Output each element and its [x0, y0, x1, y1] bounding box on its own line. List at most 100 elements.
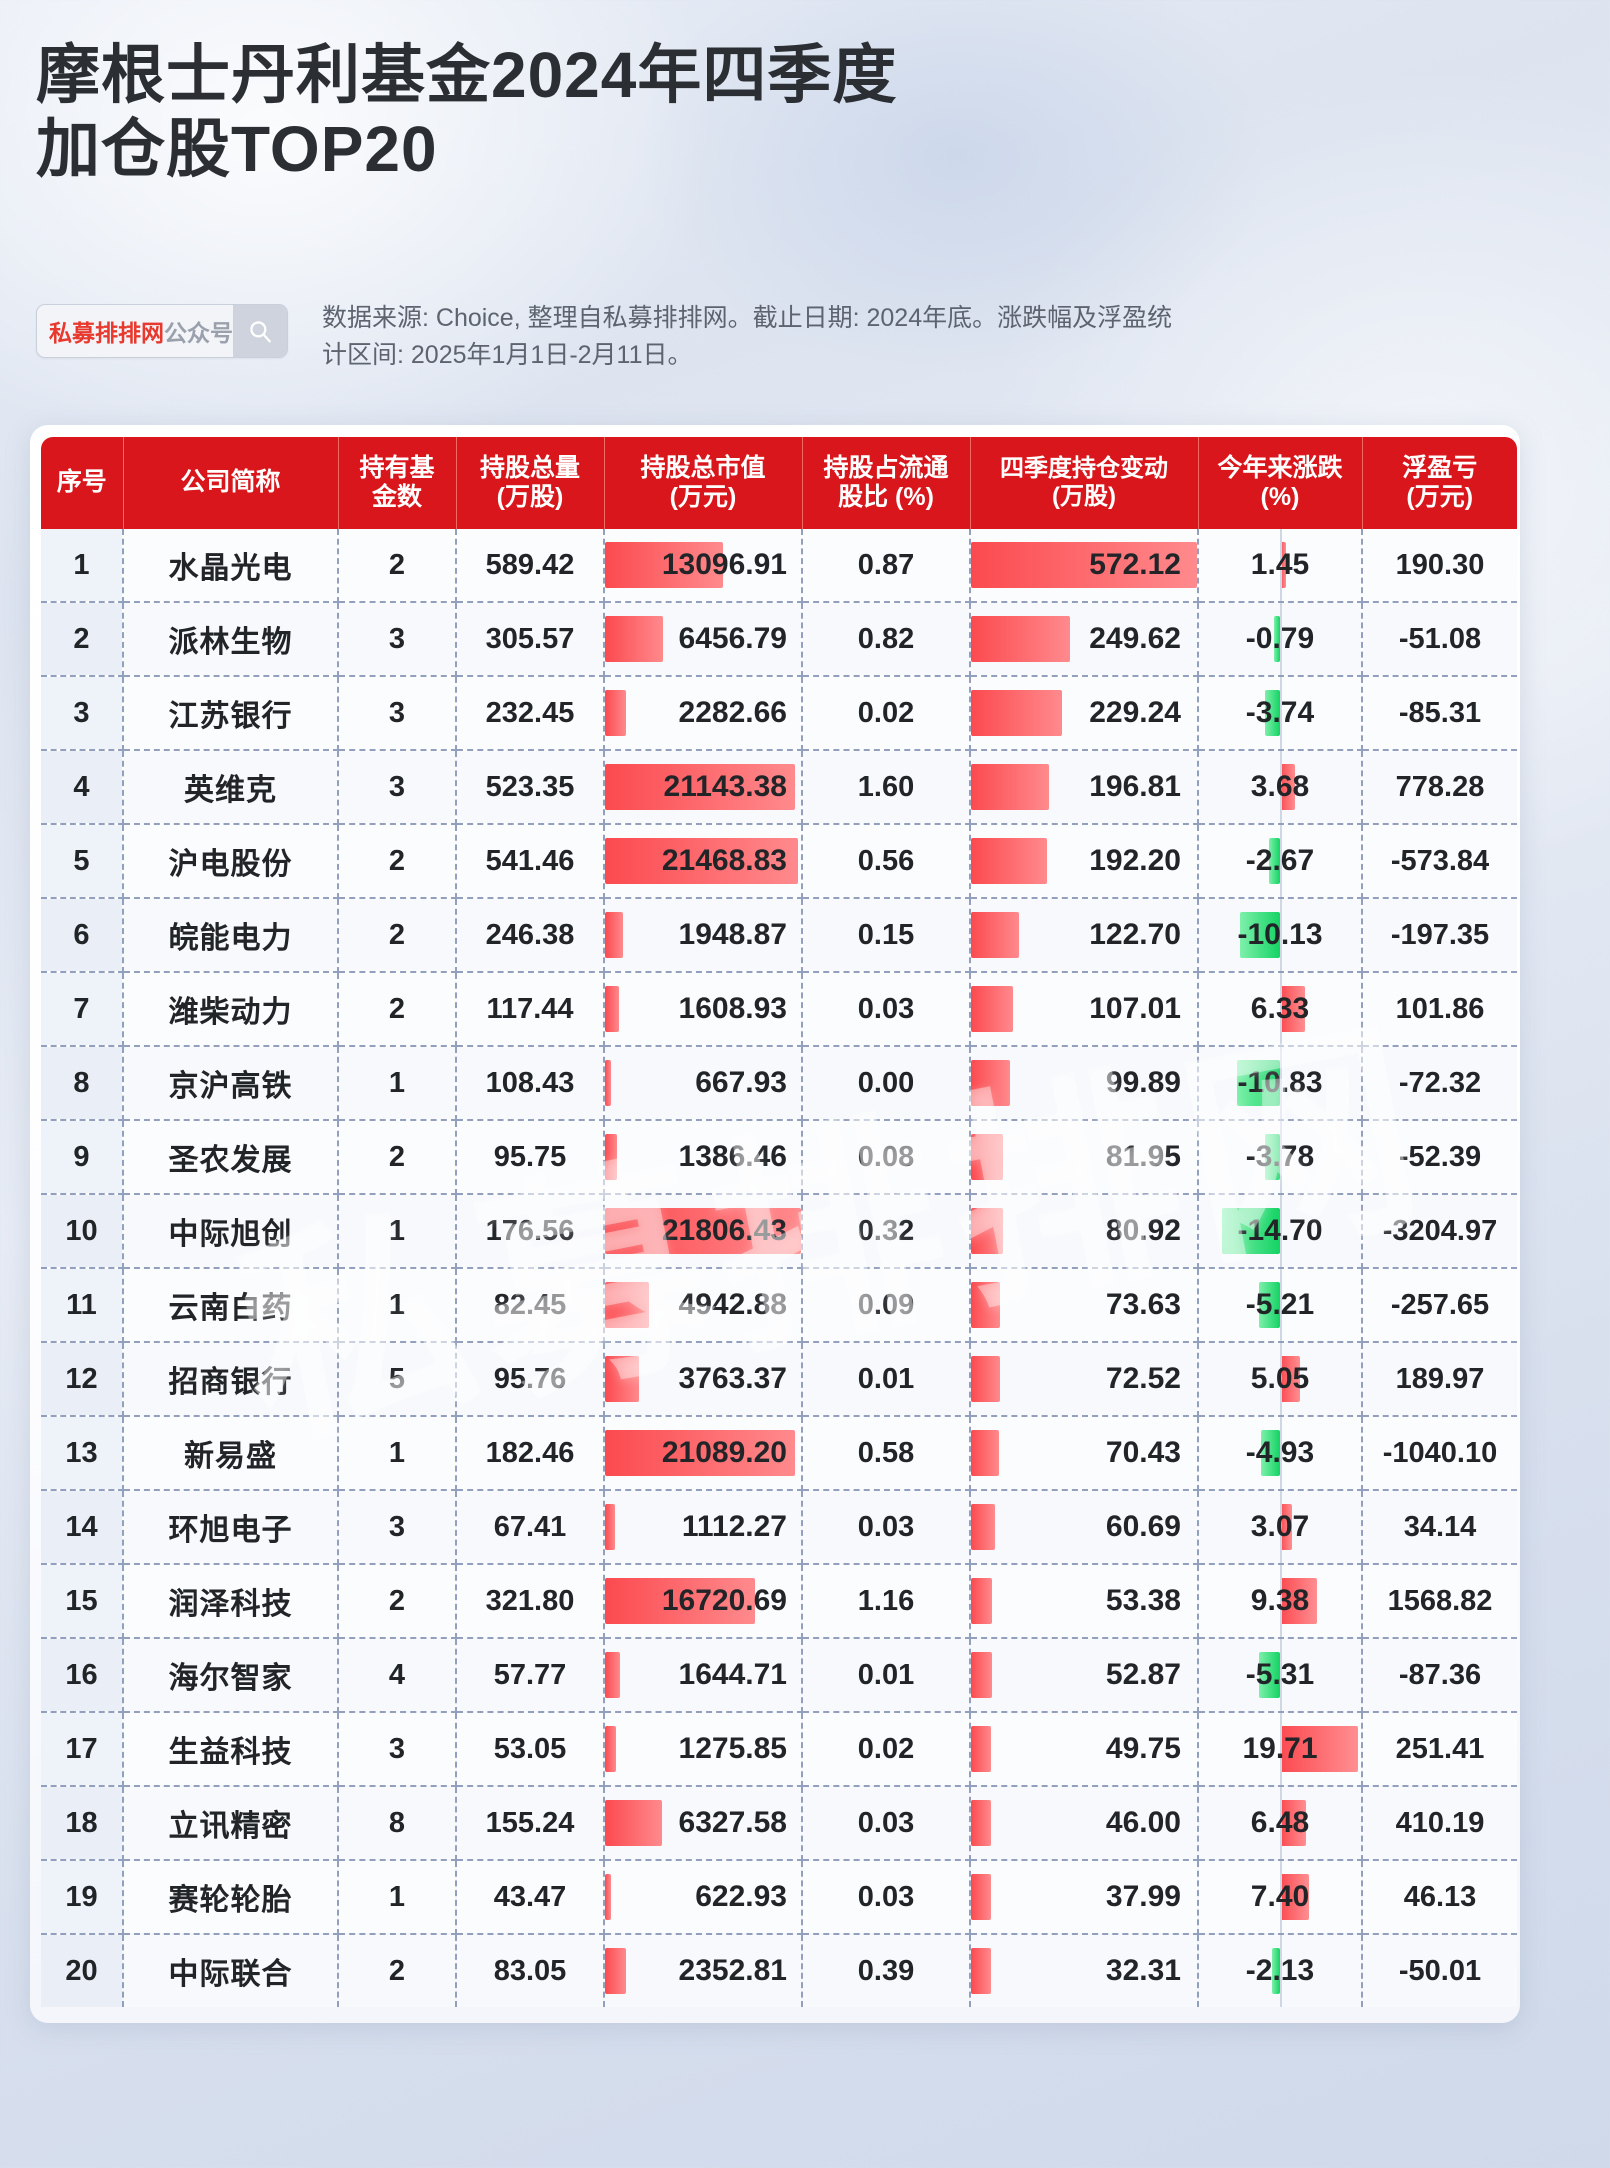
market-value-text: 21089.20 [661, 1436, 787, 1469]
cell-fund-count: 3 [338, 1490, 457, 1565]
table-row[interactable]: 2 派林生物 3 305.57 6456.79 0.82 249.62 -0.79 -51.08 [41, 602, 1517, 677]
ytd-change-bar [1259, 1652, 1280, 1698]
table-row[interactable]: 8 京沪高铁 1 108.43 667.93 0.00 99.89 -10.83 -72.32 [41, 1046, 1517, 1121]
zero-axis-line [1280, 1565, 1282, 1637]
ytd-change-bar [1280, 1874, 1310, 1920]
q4-change-text: 99.89 [1105, 1066, 1181, 1099]
cell-float-pct: 0.87 [802, 529, 971, 603]
column-header-ytd_pct[interactable]: 今年来涨跌 (%) [1198, 437, 1363, 529]
cell-float-pct: 0.09 [802, 1268, 971, 1343]
table-row[interactable]: 7 潍柴动力 2 117.44 1608.93 0.03 107.01 6.33 101.86 [41, 972, 1517, 1047]
ytd-change-bar [1280, 1578, 1317, 1624]
table-row[interactable]: 15 润泽科技 2 321.80 16720.69 1.16 53.38 9.38 1568.8… [41, 1564, 1517, 1639]
q4-change-bar [971, 1430, 999, 1476]
table-row[interactable]: 5 沪电股份 2 541.46 21468.83 0.56 192.20 -2.67 -573.… [41, 824, 1517, 899]
market-value-bar [605, 542, 723, 588]
q4-change-bar [971, 838, 1047, 884]
table-row[interactable]: 12 招商银行 5 95.76 3763.37 0.01 72.52 5.05 189.97 [41, 1342, 1517, 1417]
ytd-change-bar [1274, 616, 1280, 662]
column-header-market_value[interactable]: 持股总市值 (万元) [604, 437, 803, 529]
q4-change-bar [971, 1578, 993, 1624]
cell-company-name: 水晶光电 [123, 529, 339, 603]
market-value-bar [605, 1356, 639, 1402]
market-value-bar [605, 1504, 615, 1550]
zero-axis-line [1280, 1417, 1282, 1489]
column-header-shares[interactable]: 持股总量 (万股) [456, 437, 605, 529]
market-value-bar [605, 1874, 611, 1920]
zero-axis-line [1280, 1491, 1282, 1563]
cell-ytd-change-pct: 3.07 [1198, 1490, 1363, 1565]
table-row[interactable]: 17 生益科技 3 53.05 1275.85 0.02 49.75 19.71 251.41 [41, 1712, 1517, 1787]
table-row[interactable]: 14 环旭电子 3 67.41 1112.27 0.03 60.69 3.07 34.14 [41, 1490, 1517, 1565]
ytd-change-bar [1280, 986, 1305, 1032]
cell-company-name: 海尔智家 [123, 1638, 339, 1713]
market-value-text: 16720.69 [661, 1584, 787, 1617]
cell-total-shares: 117.44 [456, 972, 605, 1047]
column-header-line: 持股占流通 [823, 453, 949, 482]
cell-floating-pnl: 101.86 [1362, 972, 1517, 1047]
search-icon[interactable] [233, 305, 287, 357]
cell-floating-pnl: 410.19 [1362, 1786, 1517, 1861]
zero-axis-line [1280, 1121, 1282, 1193]
column-header-q4_change[interactable]: 四季度持仓变动 (万股) [970, 437, 1199, 529]
cell-market-value: 6327.58 [604, 1786, 803, 1861]
cell-float-pct: 0.58 [802, 1416, 971, 1491]
q4-change-bar [971, 1800, 992, 1846]
column-header-name[interactable]: 公司简称 [123, 437, 339, 529]
market-value-bar [605, 1208, 801, 1254]
market-value-text: 6456.79 [678, 622, 787, 655]
table-row[interactable]: 16 海尔智家 4 57.77 1644.71 0.01 52.87 -5.31 -87.36 [41, 1638, 1517, 1713]
cell-market-value: 667.93 [604, 1046, 803, 1121]
cell-ytd-change-pct: 3.68 [1198, 750, 1363, 825]
brand-logo-pill[interactable]: 私募排排网 公众号 [36, 304, 288, 358]
zero-axis-line [1280, 1343, 1282, 1415]
q4-change-bar [971, 1948, 992, 1994]
cell-fund-count: 5 [338, 1342, 457, 1417]
zero-axis-line [1280, 751, 1282, 823]
cell-fund-count: 1 [338, 1860, 457, 1935]
cell-market-value: 6456.79 [604, 602, 803, 677]
table-row[interactable]: 18 立讯精密 8 155.24 6327.58 0.03 46.00 6.48 410.19 [41, 1786, 1517, 1861]
q4-change-text: 52.87 [1105, 1658, 1181, 1691]
table-row[interactable]: 20 中际联合 2 83.05 2352.81 0.39 32.31 -2.13 -50.01 [41, 1934, 1517, 2007]
cell-market-value: 622.93 [604, 1860, 803, 1935]
cell-ytd-change-pct: 19.71 [1198, 1712, 1363, 1787]
ytd-change-bar [1222, 1208, 1280, 1254]
cell-ytd-change-pct: 6.48 [1198, 1786, 1363, 1861]
table-row[interactable]: 9 圣农发展 2 95.75 1386.46 0.08 81.95 -3.78 -52.39 [41, 1120, 1517, 1195]
cell-ytd-change-pct: 5.05 [1198, 1342, 1363, 1417]
cell-company-name: 新易盛 [123, 1416, 339, 1491]
cell-rank: 19 [41, 1860, 124, 1935]
cell-total-shares: 176.56 [456, 1194, 605, 1269]
table-row[interactable]: 19 赛轮轮胎 1 43.47 622.93 0.03 37.99 7.40 46.13 [41, 1860, 1517, 1935]
market-value-text: 1112.27 [681, 1510, 787, 1543]
table-row[interactable]: 4 英维克 3 523.35 21143.38 1.60 196.81 3.68 778.28 [41, 750, 1517, 825]
cell-company-name: 生益科技 [123, 1712, 339, 1787]
cell-market-value: 16720.69 [604, 1564, 803, 1639]
q4-change-bar [971, 1726, 992, 1772]
column-header-line: 股比 (%) [838, 483, 934, 511]
table-row[interactable]: 3 江苏银行 3 232.45 2282.66 0.02 229.24 -3.74 -85.31 [41, 676, 1517, 751]
ytd-change-bar [1280, 1504, 1293, 1550]
cell-company-name: 沪电股份 [123, 824, 339, 899]
column-header-rank[interactable]: 序号 [41, 437, 124, 529]
table-row[interactable]: 13 新易盛 1 182.46 21089.20 0.58 70.43 -4.93 -1040.… [41, 1416, 1517, 1491]
table-row[interactable]: 1 水晶光电 2 589.42 13096.91 0.87 572.12 1.45 190.30 [41, 529, 1517, 603]
cell-fund-count: 1 [338, 1416, 457, 1491]
column-header-pnl[interactable]: 浮盈亏 (万元) [1362, 437, 1517, 529]
cell-ytd-change-pct: -5.31 [1198, 1638, 1363, 1713]
cell-float-pct: 0.39 [802, 1934, 971, 2007]
q4-change-bar [971, 1652, 992, 1698]
market-value-bar [605, 1282, 650, 1328]
column-header-float_pct[interactable]: 持股占流通 股比 (%) [802, 437, 971, 529]
table-row[interactable]: 10 中际旭创 1 176.56 21806.43 0.32 80.92 -14.70 -320… [41, 1194, 1517, 1269]
q4-change-text: 49.75 [1105, 1732, 1181, 1765]
column-header-funds[interactable]: 持有基 金数 [338, 437, 457, 529]
table-row[interactable]: 11 云南白药 1 82.45 4942.88 0.09 73.63 -5.21 -257.65 [41, 1268, 1517, 1343]
market-value-bar [605, 764, 796, 810]
zero-axis-line [1280, 1713, 1282, 1785]
ytd-change-text: -2.67 [1245, 844, 1315, 877]
cell-float-pct: 0.03 [802, 972, 971, 1047]
table-row[interactable]: 6 皖能电力 2 246.38 1948.87 0.15 122.70 -10.13 -197.… [41, 898, 1517, 973]
cell-float-pct: 0.56 [802, 824, 971, 899]
